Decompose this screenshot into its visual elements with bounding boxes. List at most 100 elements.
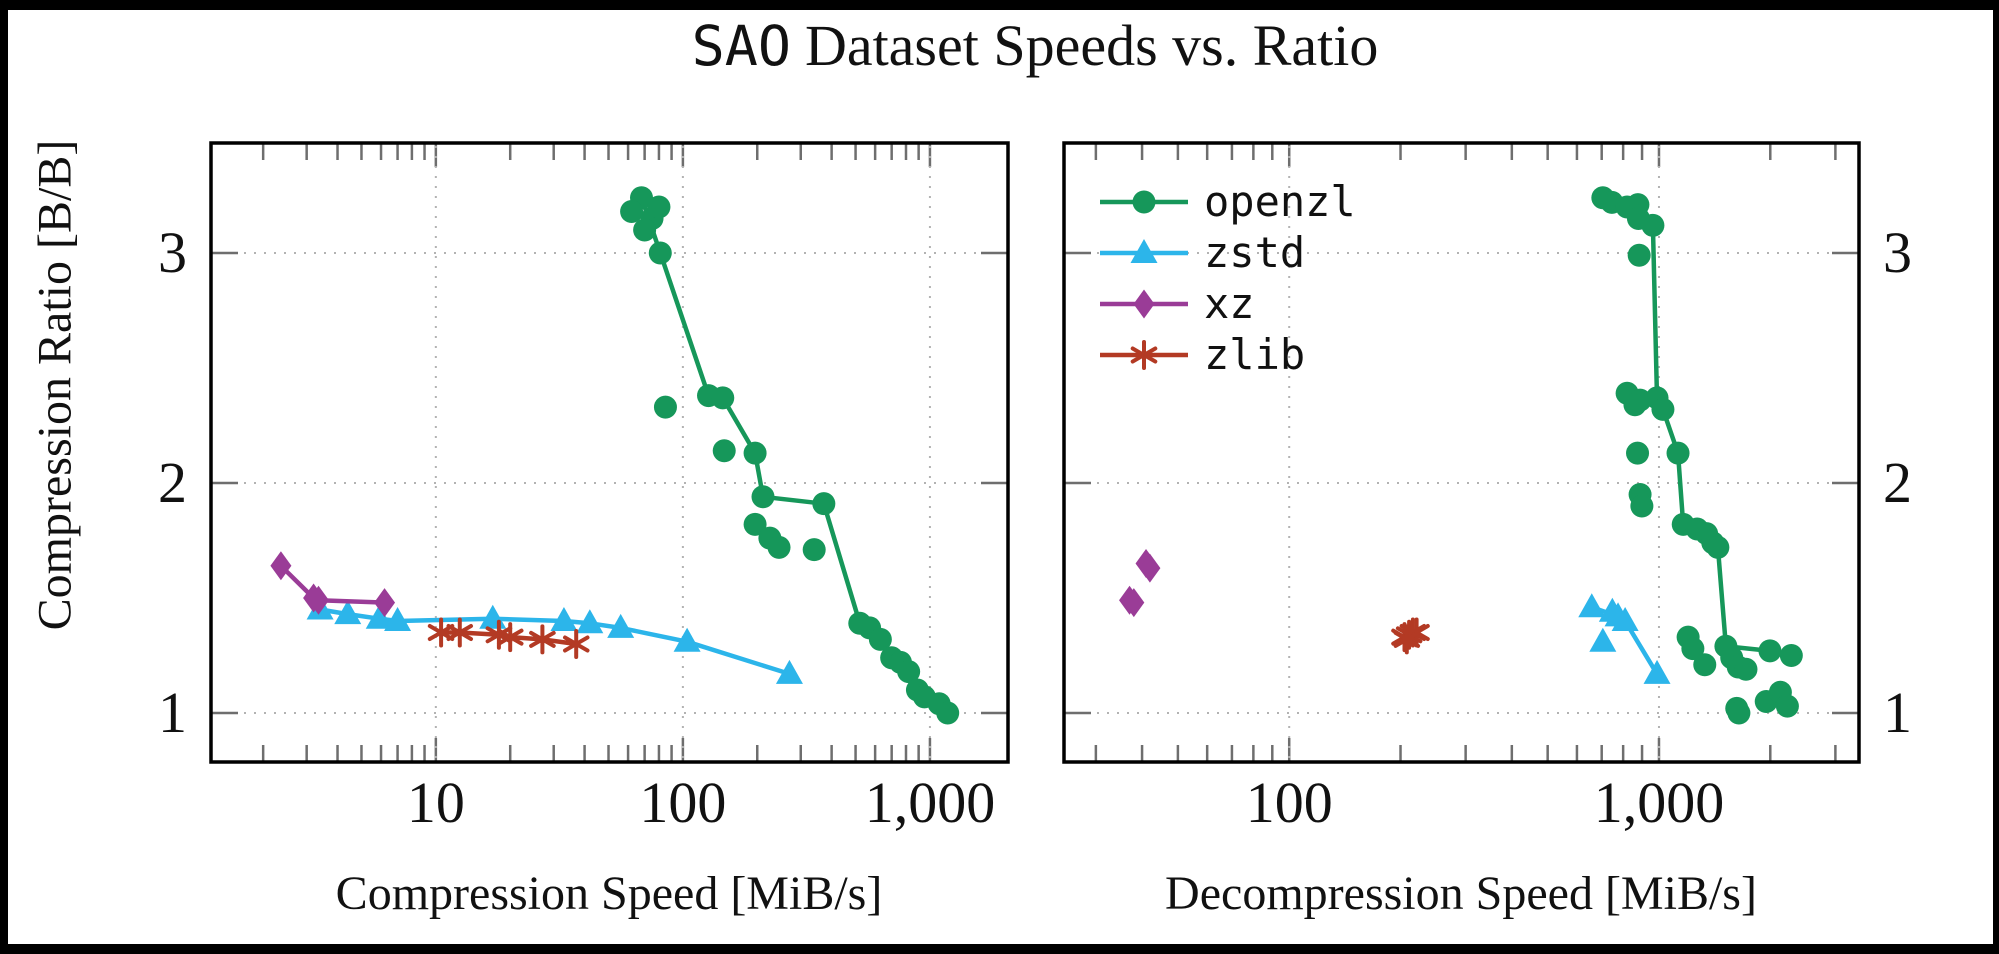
letterbox-bar-bottom bbox=[0, 944, 1999, 954]
openzl-point-marker bbox=[897, 660, 921, 684]
series-xz-decompression bbox=[1119, 548, 1161, 618]
xz-legend-marker-icon bbox=[1100, 289, 1188, 318]
zlib-point-marker bbox=[485, 619, 513, 650]
xz-point-marker bbox=[1123, 588, 1145, 618]
x-axis-title-compression: Compression Speed [MiB/s] bbox=[335, 867, 883, 920]
openzl-point-marker bbox=[1623, 393, 1647, 417]
xz-point-marker bbox=[270, 551, 292, 581]
openzl-point-marker bbox=[647, 195, 671, 219]
openzl-point-marker bbox=[1132, 190, 1156, 213]
openzl-point-marker bbox=[1626, 206, 1650, 230]
legend-label-zstd: zstd bbox=[1204, 228, 1306, 277]
x-tick-label: 10 bbox=[407, 770, 465, 835]
legend-label-openzl: openzl bbox=[1204, 177, 1356, 226]
zstd-point-marker bbox=[576, 609, 604, 634]
zstd-point-marker bbox=[1643, 659, 1671, 684]
openzl-point-marker bbox=[751, 485, 775, 509]
openzl-point-marker bbox=[1727, 701, 1751, 725]
y-axis-title: Compression Ratio [B/B] bbox=[28, 139, 82, 631]
series-zlib-compression bbox=[427, 617, 590, 659]
series-zstd-decompression bbox=[1578, 593, 1671, 684]
zstd-legend-marker-icon bbox=[1100, 238, 1188, 263]
openzl-point-marker bbox=[1626, 441, 1650, 465]
openzl-point-marker bbox=[743, 441, 767, 465]
x-tick-label: 1,000 bbox=[865, 770, 996, 835]
legend-item-zlib: zlib bbox=[1098, 329, 1356, 380]
zstd-point-marker bbox=[673, 627, 701, 652]
openzl-point-marker bbox=[1734, 657, 1758, 681]
series-openzl-compression bbox=[620, 186, 960, 725]
zstd-point-marker bbox=[1130, 238, 1158, 263]
x-tick-label: 100 bbox=[639, 770, 726, 835]
zstd-point-marker bbox=[1598, 597, 1626, 622]
zlib-point-marker bbox=[529, 624, 556, 655]
plot-decompression: 1 2 3 100 1,000 bbox=[1062, 141, 1912, 835]
y-tick-label: 1 bbox=[158, 680, 187, 745]
legend-item-openzl: openzl bbox=[1098, 176, 1356, 227]
zstd-point-marker bbox=[384, 606, 412, 631]
zstd-point-marker bbox=[775, 659, 803, 684]
openzl-point-marker bbox=[812, 492, 836, 516]
openzl-point-marker bbox=[1666, 441, 1690, 465]
openzl-point-marker bbox=[620, 200, 644, 224]
openzl-point-marker bbox=[648, 241, 672, 265]
openzl-point-marker bbox=[743, 512, 767, 536]
chart-title: SAO Dataset Speeds vs. Ratio bbox=[692, 12, 1379, 79]
legend-item-zstd: zstd bbox=[1098, 227, 1356, 278]
openzl-point-marker bbox=[1651, 397, 1675, 421]
zstd-point-marker bbox=[550, 606, 578, 631]
openzl-point-marker bbox=[1693, 653, 1717, 677]
letterbox-bar-left bbox=[0, 0, 8, 954]
zstd-point-marker bbox=[607, 613, 635, 638]
legend: openzl zstd xz zlib bbox=[1098, 176, 1356, 380]
zlib-point-marker bbox=[497, 622, 524, 653]
zlib-point-marker bbox=[1130, 339, 1158, 370]
plot-border bbox=[1062, 141, 1861, 764]
xz-point-marker bbox=[1139, 553, 1161, 583]
openzl-point-marker bbox=[767, 535, 791, 559]
openzl-point-marker bbox=[633, 218, 657, 242]
openzl-point-marker bbox=[711, 386, 735, 410]
letterbox-bar-right bbox=[1993, 0, 1999, 954]
x-tick-label: 1,000 bbox=[1594, 770, 1725, 835]
openzl-point-marker bbox=[1681, 637, 1705, 661]
xz-point-marker bbox=[1133, 289, 1155, 318]
openzl-point-marker bbox=[802, 538, 826, 562]
openzl-point-marker bbox=[1779, 643, 1803, 667]
y-tick-label: 3 bbox=[1883, 220, 1912, 285]
x-axis-title-decompression: Decompression Speed [MiB/s] bbox=[1165, 867, 1757, 920]
zstd-point-marker bbox=[365, 604, 393, 629]
y-tick-label: 2 bbox=[1883, 450, 1912, 515]
zstd-point-marker bbox=[1578, 593, 1606, 618]
series-zlib-decompression bbox=[1391, 617, 1430, 655]
zstd-line bbox=[319, 607, 791, 677]
title-text: Dataset Speeds vs. Ratio bbox=[804, 13, 1379, 78]
legend-label-xz: xz bbox=[1204, 279, 1255, 328]
letterbox-bar-top bbox=[0, 0, 1999, 10]
series-xz-compression bbox=[270, 551, 396, 618]
title-dataset-name: SAO bbox=[691, 14, 791, 78]
xz-point-marker bbox=[374, 588, 396, 618]
zstd-point-marker bbox=[1611, 606, 1639, 631]
zlib-point-marker bbox=[427, 617, 455, 648]
openzl-legend-marker-icon bbox=[1100, 190, 1188, 213]
openzl-point-marker bbox=[1630, 494, 1654, 518]
y-tick-label: 2 bbox=[158, 450, 187, 515]
legend-label-zlib: zlib bbox=[1204, 330, 1306, 379]
openzl-point-marker bbox=[653, 395, 677, 419]
zlib-point-marker bbox=[1393, 624, 1421, 655]
zlib-point-marker bbox=[446, 617, 473, 648]
zlib-point-marker bbox=[563, 629, 590, 659]
zstd-point-marker bbox=[334, 600, 362, 625]
openzl-point-marker bbox=[868, 627, 892, 651]
x-tick-label: 100 bbox=[1246, 770, 1333, 835]
openzl-point-marker bbox=[936, 701, 960, 725]
plot-compression: 1 2 3 10 100 1,000 bbox=[158, 141, 1010, 835]
openzl-point-marker bbox=[1627, 243, 1651, 267]
plot-border bbox=[209, 141, 1010, 764]
openzl-point-marker bbox=[1758, 639, 1782, 663]
xz-line bbox=[279, 564, 385, 605]
legend-item-xz: xz bbox=[1098, 278, 1356, 329]
